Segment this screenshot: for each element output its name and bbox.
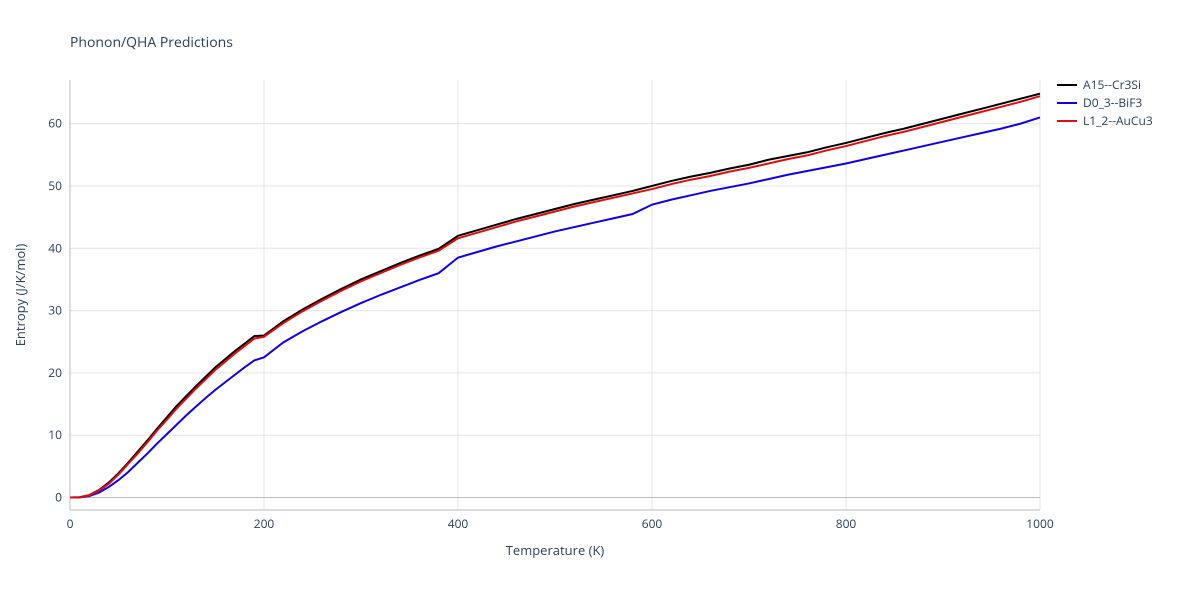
legend-item[interactable]: D0_3--BiF3 bbox=[1057, 94, 1142, 111]
y-axis-label: Entropy (J/K/mol) bbox=[11, 244, 29, 347]
x-tick-label: 800 bbox=[836, 515, 857, 532]
y-tick-label: 40 bbox=[48, 239, 62, 256]
x-tick-label: 600 bbox=[642, 515, 663, 532]
x-tick-label: 400 bbox=[448, 515, 469, 532]
y-tick-label: 0 bbox=[55, 489, 62, 506]
y-tick-label: 50 bbox=[48, 177, 62, 194]
series-line bbox=[70, 117, 1040, 497]
legend-label: L1_2--AuCu3 bbox=[1083, 112, 1153, 129]
series-line bbox=[70, 96, 1040, 497]
x-tick-label: 200 bbox=[254, 515, 275, 532]
y-tick-label: 20 bbox=[48, 364, 62, 381]
legend-label: D0_3--BiF3 bbox=[1083, 94, 1142, 111]
y-tick-label: 60 bbox=[48, 115, 62, 132]
x-axis-label: Temperature (K) bbox=[506, 541, 605, 559]
x-tick-label: 1000 bbox=[1026, 515, 1054, 532]
series-line bbox=[70, 94, 1040, 498]
legend-label: A15--Cr3Si bbox=[1083, 76, 1141, 93]
y-tick-label: 10 bbox=[48, 426, 62, 443]
x-tick-label: 0 bbox=[67, 515, 74, 532]
y-tick-label: 30 bbox=[48, 302, 62, 319]
chart-title: Phonon/QHA Predictions bbox=[70, 33, 233, 52]
entropy-chart: 0 200 400 600 800 1000 0 10 20 30 40 50 60 Temperatu… bbox=[0, 0, 1200, 600]
legend-item[interactable]: A15--Cr3Si bbox=[1057, 76, 1141, 93]
legend-item[interactable]: L1_2--AuCu3 bbox=[1057, 112, 1153, 129]
